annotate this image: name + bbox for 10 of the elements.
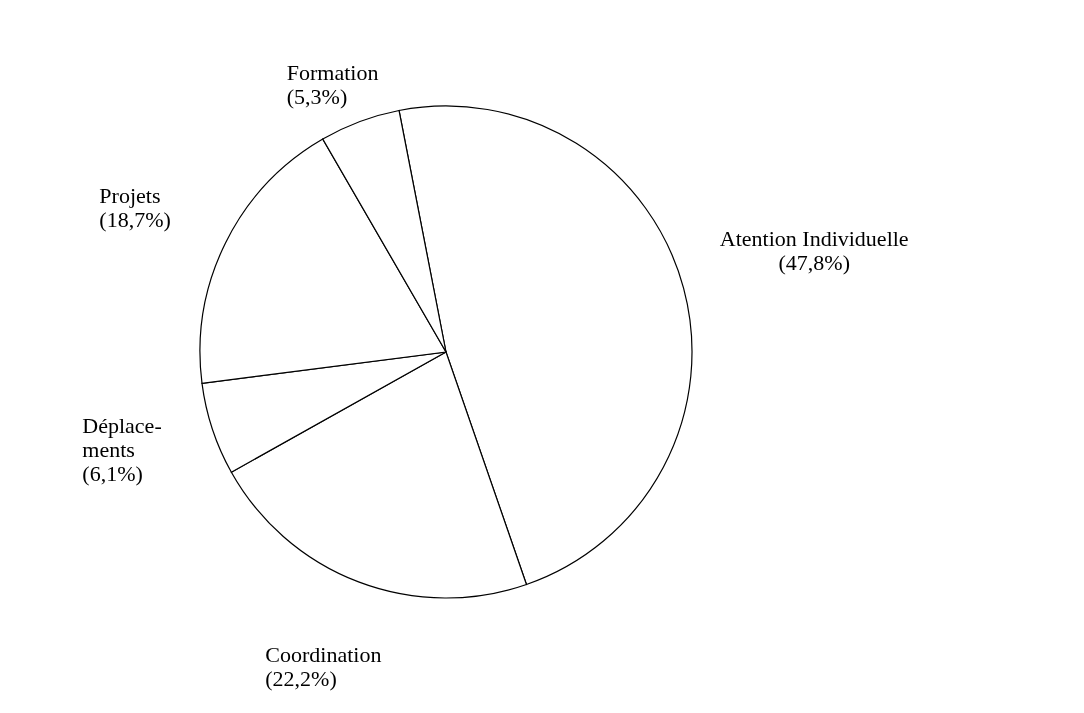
slice-label: Atention Individuelle bbox=[719, 226, 909, 252]
data-label: (47,8%) bbox=[778, 250, 850, 276]
data-label: (6,1%) bbox=[82, 461, 143, 487]
slice-label: Formation bbox=[286, 60, 379, 86]
data-label: (22,2%) bbox=[265, 666, 337, 692]
slice-label: Projets bbox=[99, 183, 161, 209]
data-label: (5,3%) bbox=[286, 84, 348, 110]
slice-label: Coordination bbox=[265, 642, 382, 668]
slice-label: Déplace- ments bbox=[82, 413, 162, 463]
data-label: (18,7%) bbox=[99, 207, 171, 233]
